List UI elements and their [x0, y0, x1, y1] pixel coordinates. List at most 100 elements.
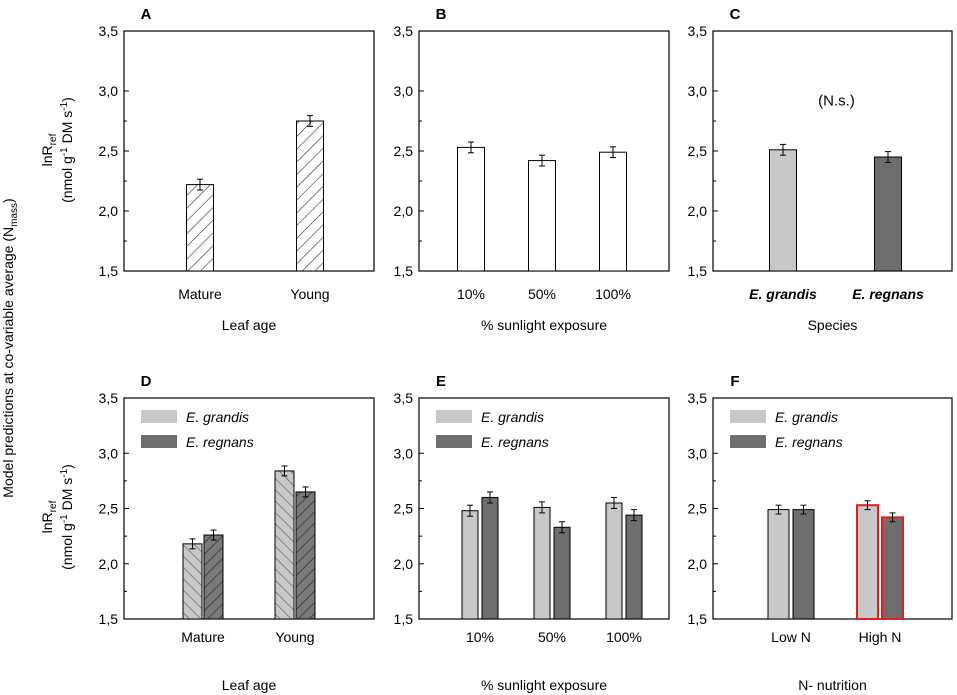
x-category-label: 50%: [528, 286, 556, 302]
bar-a-mature: [186, 184, 214, 272]
x-category-label: Mature: [178, 286, 222, 302]
x-category-label: E. grandis: [749, 286, 817, 302]
panel-frame: [123, 397, 375, 620]
y-tick-label: 2,5: [688, 143, 708, 159]
y-tick-label: 2,0: [394, 556, 414, 572]
bar-b-100-: [599, 151, 627, 272]
y-tick-label: 2,5: [394, 501, 414, 517]
x-axis-label: % sunlight exposure: [481, 677, 607, 693]
x-category-label: Mature: [181, 629, 225, 645]
global-y-axis-label-sub: mass: [9, 203, 20, 227]
y-tick-label: 3,0: [688, 83, 708, 99]
x-category-label: Young: [275, 629, 314, 645]
legend-swatch: [730, 435, 766, 448]
panel-frame: [712, 30, 953, 272]
legend-swatch: [436, 435, 472, 448]
legend-label: E. regnans: [775, 434, 843, 450]
panel-label: A: [141, 6, 152, 23]
bar-d-young-e-grandis: [274, 470, 295, 620]
legend-label: E. grandis: [481, 409, 544, 425]
y-tick-label: 3,5: [688, 23, 708, 39]
panel-c: C 1,5 2,0 2,5 3,0 3,5 E. grandis E. regnans Spec…: [688, 6, 953, 333]
y-tick-label: 1,5: [688, 611, 708, 627]
y-tick-label: 3,5: [99, 23, 119, 39]
bar-b-10-: [457, 146, 485, 272]
x-category-label: 100%: [595, 286, 631, 302]
x-category-label: 100%: [606, 629, 642, 645]
bar-a-young: [296, 120, 324, 272]
bar-e-50--e-regnans: [553, 526, 571, 620]
panel-f: F 1,5 2,0 2,5 3,0 3,5 Low N High N N- nutrition E…: [688, 373, 953, 693]
y-tick-label: 1,5: [394, 611, 414, 627]
x-axis-label: N- nutrition: [798, 677, 866, 693]
bar-d-mature-e-grandis: [182, 543, 203, 620]
y-tick-label: 1,5: [394, 263, 414, 279]
x-axis-label: Leaf age: [222, 317, 277, 333]
x-category-label: High N: [859, 629, 902, 645]
y-tick-label: 1,5: [99, 611, 119, 627]
legend-swatch: [141, 435, 177, 448]
x-axis-label: Species: [808, 317, 858, 333]
y-tick-label: 2,0: [99, 556, 119, 572]
legend-label: E. regnans: [186, 434, 254, 450]
panel-e: E 1,5 2,0 2,5 3,0 3,5 10% 50% 100% % sunlight exp…: [394, 373, 670, 693]
row2-y-axis-label: lnRref (nmol g-1 DM s-1): [39, 464, 75, 570]
x-axis-label: Leaf age: [222, 677, 277, 693]
panel-label: C: [730, 6, 741, 23]
panel-label: E: [436, 373, 446, 390]
bar-c-e-grandis: [769, 149, 797, 272]
bar-d-mature-e-regnans: [203, 534, 224, 620]
x-category-label: E. regnans: [852, 286, 924, 302]
panel-label: D: [141, 373, 152, 390]
panel-frame: [123, 30, 375, 272]
bar-f-low-n-e-grandis: [767, 509, 790, 620]
legend-swatch: [436, 410, 472, 423]
bar-e-100--e-regnans: [625, 514, 643, 620]
y-tick-label: 3,0: [688, 445, 708, 461]
x-category-label: 50%: [538, 629, 566, 645]
x-axis-label: % sunlight exposure: [481, 317, 607, 333]
svg-text:lnRref: lnRref: [39, 133, 59, 166]
bar-f-low-n-e-regnans: [792, 509, 815, 620]
global-y-axis-label: Model predictions at co-variable average…: [0, 198, 20, 497]
y-tick-label: 3,5: [688, 390, 708, 406]
y-tick-label: 2,0: [394, 203, 414, 219]
panel-label: B: [436, 6, 447, 23]
bar-c-e-regnans: [874, 156, 902, 272]
y-tick-label: 3,5: [394, 390, 414, 406]
x-category-label: 10%: [457, 286, 485, 302]
bar-b-50-: [528, 160, 556, 272]
svg-text:lnRref: lnRref: [39, 500, 59, 533]
y-tick-label: 3,0: [394, 445, 414, 461]
panel-a: A 1,5 2,0 2,5 3,0 3,5 Mature Young Leaf age: [99, 6, 375, 333]
y-tick-label: 2,5: [99, 143, 119, 159]
x-category-label: 10%: [466, 629, 494, 645]
y-tick-label: 1,5: [99, 263, 119, 279]
y-tick-label: 3,0: [99, 445, 119, 461]
bar-e-100--e-grandis: [605, 502, 623, 620]
y-tick-label: 3,0: [99, 83, 119, 99]
panel-label: F: [730, 373, 739, 390]
bar-f-high-n-e-grandis: [856, 504, 879, 620]
legend-label: E. grandis: [775, 409, 838, 425]
y-tick-label: 3,0: [394, 83, 414, 99]
panel-b: B 1,5 2,0 2,5 3,0 3,5 10% 50% 100% % sunlight exp…: [394, 6, 670, 333]
svg-text:(nmol g-1 DM s-1): (nmol g-1 DM s-1): [59, 464, 75, 570]
y-tick-label: 2,5: [688, 501, 708, 517]
y-tick-label: 3,5: [99, 390, 119, 406]
bar-f-high-n-e-regnans: [881, 516, 904, 621]
annotation-ns: (N.s.): [818, 92, 855, 109]
legend-swatch: [730, 410, 766, 423]
x-category-label: Young: [290, 286, 329, 302]
row1-y-axis-label: lnRref (nmol g-1 DM s-1): [39, 97, 75, 203]
y-tick-label: 2,5: [394, 143, 414, 159]
bar-e-10--e-regnans: [481, 496, 499, 620]
bar-e-10--e-grandis: [461, 510, 479, 620]
legend-label: E. regnans: [481, 434, 549, 450]
svg-text:(nmol g-1 DM s-1): (nmol g-1 DM s-1): [59, 97, 75, 203]
y-tick-label: 2,0: [688, 556, 708, 572]
y-tick-label: 2,5: [99, 501, 119, 517]
bar-e-50--e-grandis: [533, 506, 551, 620]
legend-label: E. grandis: [186, 409, 249, 425]
